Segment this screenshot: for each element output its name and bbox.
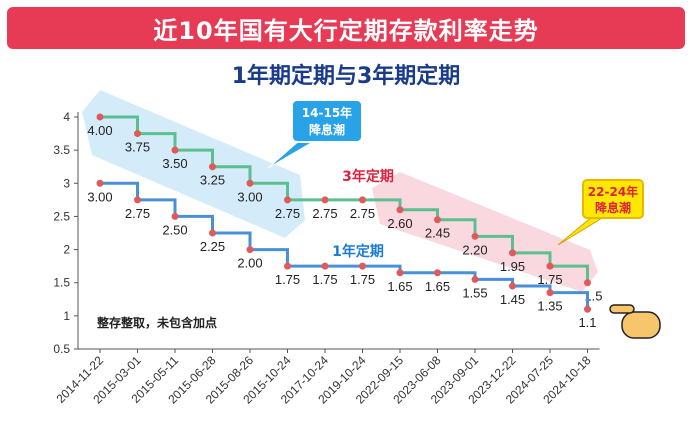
data-label: 1.75 (537, 272, 562, 287)
y-tick-label: 2 (63, 243, 70, 257)
y-tick-label: 0.5 (53, 342, 70, 356)
callout-left-line1: 14-15年 (302, 105, 352, 120)
data-label: 1.1 (578, 315, 596, 330)
data-point (584, 305, 591, 313)
y-tick-label: 2.5 (53, 209, 70, 223)
data-point (434, 216, 441, 224)
data-label: 2.75 (312, 206, 337, 221)
data-label: 2.75 (125, 206, 150, 221)
data-point (96, 179, 104, 187)
page-title: 近10年国有大行定期存款利率走势 (153, 16, 539, 45)
chart-subtitle: 1年期定期与3年期定期 (231, 64, 461, 89)
data-point (96, 113, 104, 121)
series-name-3yr: 3年定期 (342, 168, 394, 185)
data-point (246, 179, 254, 187)
data-point (546, 262, 554, 270)
data-point (359, 196, 366, 204)
title-banner: 近10年国有大行定期存款利率走势 (7, 7, 685, 49)
data-label: 2.60 (387, 216, 412, 231)
data-point (509, 282, 516, 290)
data-label: 3.50 (162, 156, 187, 171)
data-point (471, 232, 479, 240)
data-label: 1.95 (500, 259, 525, 274)
data-point (546, 289, 554, 297)
highlight-right (372, 172, 598, 292)
chart-footnote: 整存整取，未包含加点 (96, 315, 217, 330)
data-point (209, 229, 216, 237)
hand-pointer-icon (621, 311, 661, 339)
data-label: 1.75 (350, 272, 375, 287)
data-label: 2.45 (425, 226, 450, 241)
y-tick-label: 1 (63, 309, 70, 323)
data-point (396, 269, 404, 277)
data-label: 3.75 (125, 140, 150, 155)
y-tick-label: 3 (63, 176, 70, 190)
data-label: 1.35 (537, 299, 562, 314)
data-point (284, 262, 291, 270)
data-point (284, 196, 291, 204)
callout-right-line2: 降息潮 (595, 200, 631, 215)
data-label: 1.75 (275, 272, 300, 287)
data-point (471, 275, 479, 283)
y-tick-label: 4 (63, 110, 70, 124)
data-point (209, 163, 216, 171)
data-label: 2.50 (162, 222, 187, 237)
y-tick-label: 3.5 (53, 143, 70, 157)
series-name-1yr: 1年定期 (332, 243, 384, 260)
hand-pointer-icon (609, 304, 635, 314)
callout-right-line1: 22-24年 (588, 184, 638, 199)
data-label: 1.65 (425, 279, 450, 294)
data-label: 1.45 (500, 292, 525, 307)
callout-left-line2: 降息潮 (309, 122, 345, 137)
data-point (321, 196, 329, 204)
data-label: 2.75 (275, 206, 300, 221)
y-tick-label: 1.5 (53, 276, 70, 290)
data-point (321, 262, 329, 270)
data-point (134, 130, 141, 138)
data-label: 3.00 (237, 189, 262, 204)
data-point (246, 246, 254, 254)
data-point (171, 212, 179, 220)
data-point (396, 206, 404, 214)
data-label: 1.75 (312, 272, 337, 287)
data-point (509, 249, 516, 257)
data-point (584, 279, 591, 287)
data-label: 1.65 (387, 279, 412, 294)
data-label: 3.00 (87, 189, 112, 204)
data-label: 2.75 (350, 206, 375, 221)
data-label: 1.55 (462, 285, 487, 300)
data-label: 4.00 (87, 123, 112, 138)
data-label: 2.00 (237, 256, 262, 271)
data-point (434, 269, 441, 277)
data-label: 2.25 (200, 239, 225, 254)
data-label: 2.20 (462, 242, 487, 257)
callout-right-box (582, 179, 644, 219)
data-label: 3.25 (200, 173, 225, 188)
callout-left-box (291, 99, 363, 143)
callout-left-pointer (267, 139, 318, 169)
data-point (171, 146, 179, 154)
data-point (359, 262, 366, 270)
data-point (134, 196, 141, 204)
